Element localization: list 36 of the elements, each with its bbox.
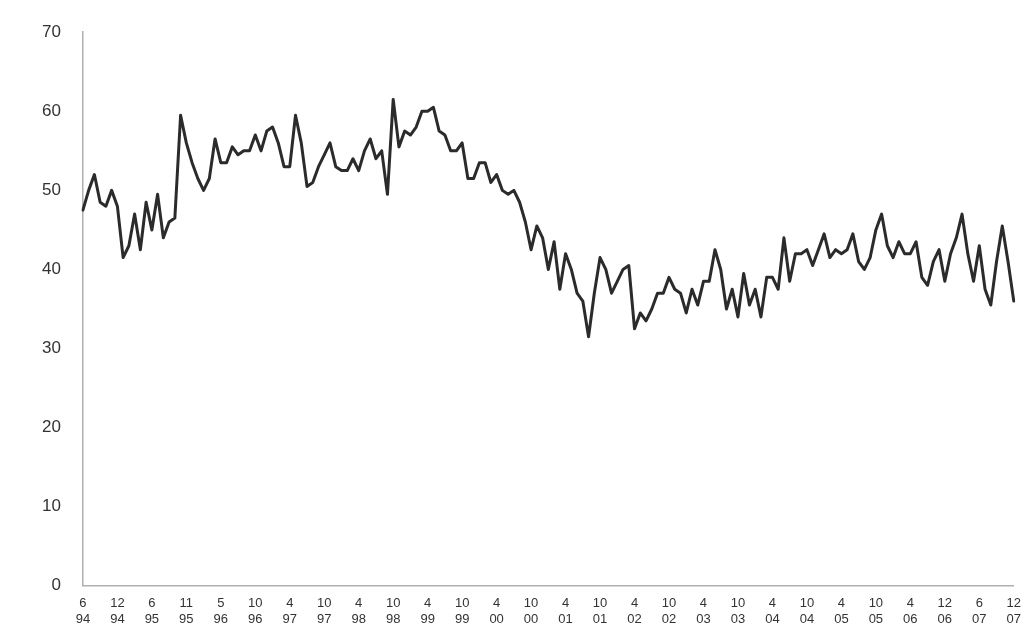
x-tick-label: 4 01 [558,595,573,626]
y-tick-label: 70 [41,21,61,41]
x-tick-label: 10 00 [523,595,539,626]
x-tick-label: 4 05 [834,595,849,626]
x-tick-label: 10 02 [661,595,677,626]
x-tick-label: 10 96 [248,595,263,626]
x-tick-label: 4 98 [351,595,366,626]
x-tick-label: 12 07 [1006,595,1021,626]
y-tick-label: 30 [41,338,61,358]
x-tick-label: 6 94 [75,595,91,626]
x-tick-label: 4 00 [489,595,504,626]
y-tick-label: 50 [41,180,61,200]
x-tick-label: 4 03 [696,595,711,626]
x-tick-label: 10 99 [454,595,470,626]
x-tick-label: 6 95 [144,595,160,626]
y-tick-label: 60 [41,100,61,120]
y-tick-label: 40 [41,259,61,279]
x-tick-label: 6 07 [972,595,987,626]
x-tick-label: 10 03 [730,595,746,626]
x-tick-label: 11 95 [179,595,194,626]
x-tick-label: 10 05 [868,595,884,626]
x-tick-label: 10 01 [592,595,608,626]
y-tick-label: 10 [41,496,61,516]
x-tick-label: 4 06 [903,595,918,626]
x-tick-label: 5 96 [213,595,229,626]
x-tick-label: 4 97 [282,595,297,626]
x-tick-label: 10 97 [317,595,332,626]
y-tick-label: 0 [51,575,61,595]
x-tick-label: 12 06 [937,595,953,626]
x-tick-label: 4 99 [420,595,435,626]
x-tick-label: 4 02 [627,595,642,626]
x-tick-label: 10 98 [385,595,401,626]
x-tick-label: 12 94 [110,595,125,626]
y-tick-label: 20 [41,417,61,437]
x-tick-label: 4 04 [765,595,780,626]
x-tick-label: 10 04 [799,595,815,626]
